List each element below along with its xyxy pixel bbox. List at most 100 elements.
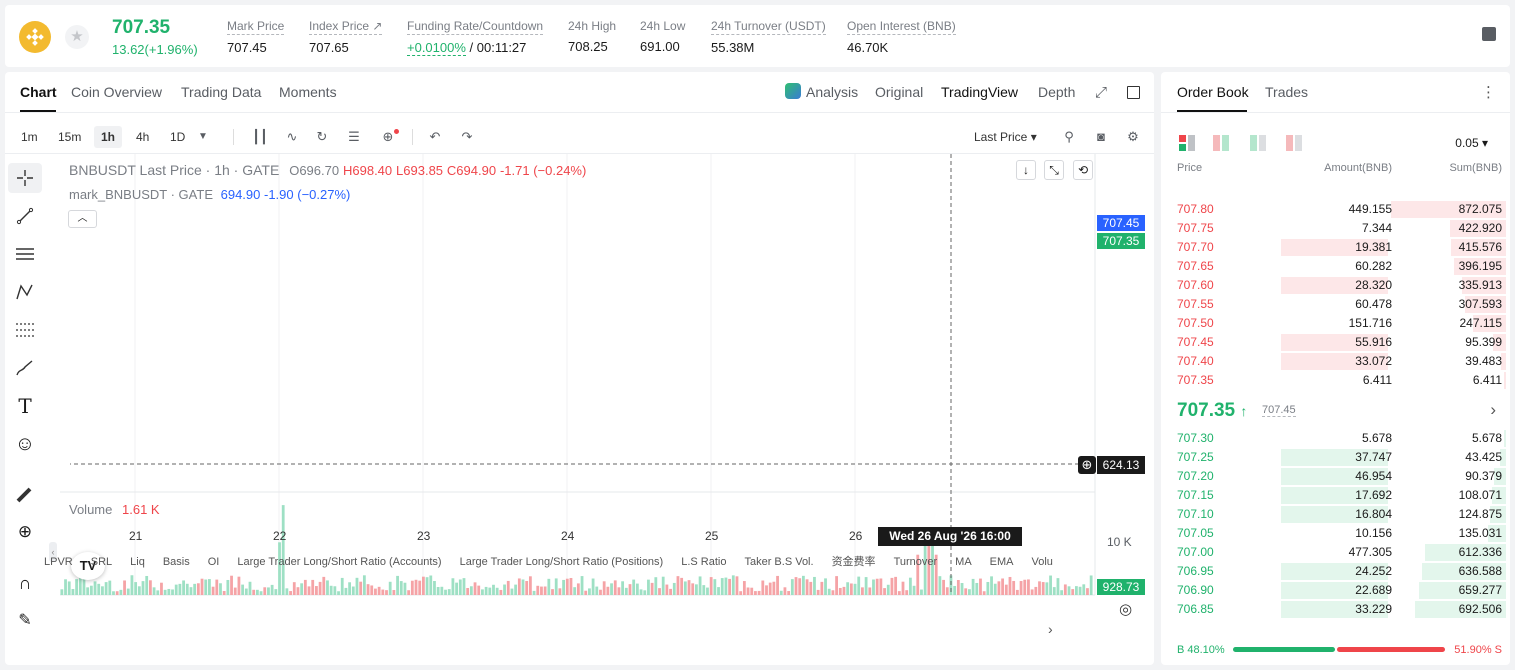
ask-row[interactable]: 707.75 7.344 422.920 [1161,219,1510,238]
bid-row[interactable]: 706.90 22.689 659.277 [1161,581,1510,600]
compare-icon[interactable]: ↻ [316,129,328,144]
depth-bar [1425,544,1506,561]
camera-icon[interactable]: ◙ [1097,129,1105,144]
bid-row[interactable]: 707.30 5.678 5.678 [1161,429,1510,448]
bid-row[interactable]: 706.85 33.229 692.506 [1161,600,1510,619]
tab-trading-data[interactable]: Trading Data [181,84,262,100]
collapse-toolbar-icon[interactable]: ‹ [49,542,57,562]
ask-row[interactable]: 707.35 6.411 6.411 [1161,371,1510,390]
ask-row[interactable]: 707.70 19.381 415.576 [1161,238,1510,257]
reset-chart-icon[interactable]: ⟲ [1073,160,1093,180]
price-type-select[interactable]: Last Price ▾ [974,130,1037,144]
add-alert-icon[interactable]: ⊕ [1078,456,1096,474]
collapse-legend-button[interactable]: ︿ [68,210,97,228]
book-asks-view-icon[interactable] [1286,135,1302,151]
tick-size-select[interactable]: 0.05 ▾ [1455,136,1488,150]
candle-type-icon[interactable]: ┃┃ [252,129,268,144]
window-icon[interactable] [1127,86,1140,99]
tab-order-book[interactable]: Order Book [1177,84,1249,100]
tab-chart[interactable]: Chart [20,84,57,100]
tab-original[interactable]: Original [875,84,924,100]
search-icon[interactable]: ⚲ [1064,129,1074,144]
bid-row[interactable]: 707.10 16.804 124.875 [1161,505,1510,524]
add-indicator-icon[interactable]: ⊕ [377,126,399,148]
indicator-item[interactable]: Volu [1031,556,1053,568]
bid-row[interactable]: 707.20 46.954 90.379 [1161,467,1510,486]
ask-row[interactable]: 707.55 60.478 307.593 [1161,295,1510,314]
indicator-item[interactable]: SRL [90,556,113,568]
volume-bar [521,579,525,595]
scroll-down-icon[interactable]: ↓ [1016,160,1036,180]
zoom-in-icon[interactable]: ⊕ [17,522,33,541]
book-icon[interactable] [1482,27,1496,41]
bid-row[interactable]: 707.25 37.747 43.425 [1161,448,1510,467]
timeframe-1d[interactable]: 1D [170,130,186,144]
timeframe-4h[interactable]: 4h [136,130,150,144]
ask-row[interactable]: 707.60 28.320 335.913 [1161,276,1510,295]
indicator-item[interactable]: Taker B.S Vol. [744,556,814,568]
tab-depth[interactable]: Depth [1038,84,1076,100]
ai-analysis-icon[interactable] [785,83,801,99]
timeframe-15m[interactable]: 15m [58,130,82,144]
tab-trades[interactable]: Trades [1265,84,1309,100]
ask-row[interactable]: 707.80 449.155 872.075 [1161,200,1510,219]
pencil-icon[interactable]: ✎ [18,612,32,629]
tab-moments[interactable]: Moments [279,84,337,100]
indicator-item[interactable]: Turnover [893,556,938,568]
indicator-item[interactable]: Basis [162,556,190,568]
undo-icon[interactable]: ↶ [429,129,441,144]
emoji-icon[interactable]: ☺ [14,432,36,455]
bid-row[interactable]: 706.95 24.252 636.588 [1161,562,1510,581]
ruler-icon[interactable] [8,480,42,510]
timeframe-1m[interactable]: 1m [21,130,38,144]
crosshair-icon[interactable] [8,163,42,193]
indicator-item[interactable]: MA [955,556,972,568]
indicator-item[interactable]: Liq [130,556,145,568]
more-menu-icon[interactable]: ⋮ [1481,84,1496,101]
bid-row[interactable]: 707.00 477.305 612.336 [1161,543,1510,562]
pattern-icon[interactable] [8,277,42,307]
stat-index-price[interactable]: Index Price ↗ 707.65 [309,19,383,55]
book-both-view-icon[interactable] [1179,135,1195,151]
expand-icon[interactable]: ⤢ [1095,84,1108,101]
favorite-star-icon[interactable]: ★ [65,25,89,49]
chevron-right-icon[interactable]: › [1490,400,1496,419]
indicator-item[interactable]: L.S Ratio [681,556,727,568]
book-view-2-icon[interactable] [1213,135,1229,151]
row-price: 707.15 [1177,488,1214,502]
chart-settings-icon[interactable]: ◎ [1119,601,1133,618]
tab-coin-overview[interactable]: Coin Overview [71,84,163,100]
indicators-icon[interactable]: ∿ [286,129,298,144]
settings-gear-icon[interactable]: ⚙ [1127,129,1139,144]
fib-lines-icon[interactable] [8,239,42,269]
ask-row[interactable]: 707.40 33.072 39.483 [1161,352,1510,371]
book-bids-view-icon[interactable] [1250,135,1266,151]
indicator-item[interactable]: EMA [989,556,1014,568]
trendline-icon[interactable] [8,201,42,231]
tab-analysis[interactable]: Analysis [806,84,859,100]
bid-row[interactable]: 707.05 10.156 135.031 [1161,524,1510,543]
ask-row[interactable]: 707.65 60.282 396.195 [1161,257,1510,276]
row-price: 707.50 [1177,316,1214,330]
indicator-item[interactable]: Large Trader Long/Short Ratio (Accounts) [237,556,442,568]
templates-icon[interactable]: ☰ [348,129,360,144]
indicator-item[interactable]: LPVR [44,556,73,568]
text-tool-icon[interactable]: T [18,394,32,418]
ask-row[interactable]: 707.45 55.916 95.399 [1161,333,1510,352]
magnet-icon[interactable]: ∩ [18,572,32,593]
redo-icon[interactable]: ↷ [461,129,473,144]
timeframe-dropdown-icon[interactable]: ▼ [198,131,208,142]
tab-tradingview[interactable]: TradingView [941,84,1019,100]
fib-retracement-icon[interactable] [8,315,42,345]
indicator-item[interactable]: OI [207,556,220,568]
chevron-right-icon[interactable]: › [1048,621,1053,637]
indicator-item[interactable]: 资金费率 [831,556,876,568]
bid-row[interactable]: 707.15 17.692 108.071 [1161,486,1510,505]
price-chart[interactable] [0,0,1160,670]
indicator-item[interactable]: Large Trader Long/Short Ratio (Positions… [459,556,664,568]
ask-row[interactable]: 707.50 151.716 247.115 [1161,314,1510,333]
brush-icon[interactable] [8,353,42,383]
timeframe-1h[interactable]: 1h [94,126,123,148]
collapse-icon[interactable]: ⤡ [1044,160,1064,180]
tradingview-logo-icon[interactable]: TV [71,552,105,580]
